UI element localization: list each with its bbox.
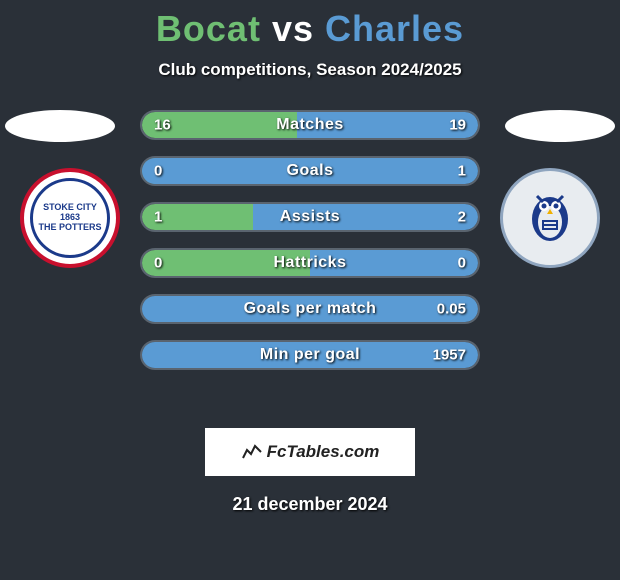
stat-left-value: 0 [154, 255, 162, 272]
logo-icon [241, 440, 263, 465]
stat-left-value: 16 [154, 117, 171, 134]
site-logo: FcTables.com [205, 428, 415, 476]
stat-label: Min per goal [260, 346, 360, 364]
stat-right-value: 1957 [433, 347, 466, 364]
player2-avatar [505, 110, 615, 142]
footer-date: 21 december 2024 [0, 494, 620, 515]
club1-text: STOKE CITY 1863 THE POTTERS [38, 203, 101, 233]
stat-label: Assists [280, 208, 340, 226]
stat-label: Hattricks [274, 254, 347, 272]
stat-bars: 16 19 Matches 0 1 Goals 1 2 Assists 0 0 Hattricks 0.… [140, 110, 480, 386]
vs-text: vs [272, 8, 314, 49]
player1-club-badge: STOKE CITY 1863 THE POTTERS [20, 168, 120, 268]
comparison-title: Bocat vs Charles [0, 0, 620, 50]
stat-row-goals-per-match: 0.05 Goals per match [140, 294, 480, 324]
stat-right-value: 19 [449, 117, 466, 134]
stat-label: Goals [287, 162, 334, 180]
player1-name: Bocat [156, 8, 261, 49]
site-name: FcTables.com [267, 442, 380, 462]
stat-row-goals: 0 1 Goals [140, 156, 480, 186]
comparison-content: STOKE CITY 1863 THE POTTERS 16 19 Matches 0… [0, 110, 620, 410]
stat-right-value: 2 [458, 209, 466, 226]
stat-right-value: 0 [458, 255, 466, 272]
stat-row-matches: 16 19 Matches [140, 110, 480, 140]
stat-label: Goals per match [244, 300, 377, 318]
stat-left-value: 1 [154, 209, 162, 226]
stat-row-min-per-goal: 1957 Min per goal [140, 340, 480, 370]
stat-left-value: 0 [154, 163, 162, 180]
stat-label: Matches [276, 116, 344, 134]
player2-name: Charles [325, 8, 464, 49]
player2-club-badge [500, 168, 600, 268]
owl-icon [525, 184, 575, 253]
stat-row-hattricks: 0 0 Hattricks [140, 248, 480, 278]
player1-avatar [5, 110, 115, 142]
stat-right-value: 0.05 [437, 301, 466, 318]
stat-row-assists: 1 2 Assists [140, 202, 480, 232]
stat-right-value: 1 [458, 163, 466, 180]
subtitle: Club competitions, Season 2024/2025 [0, 60, 620, 80]
